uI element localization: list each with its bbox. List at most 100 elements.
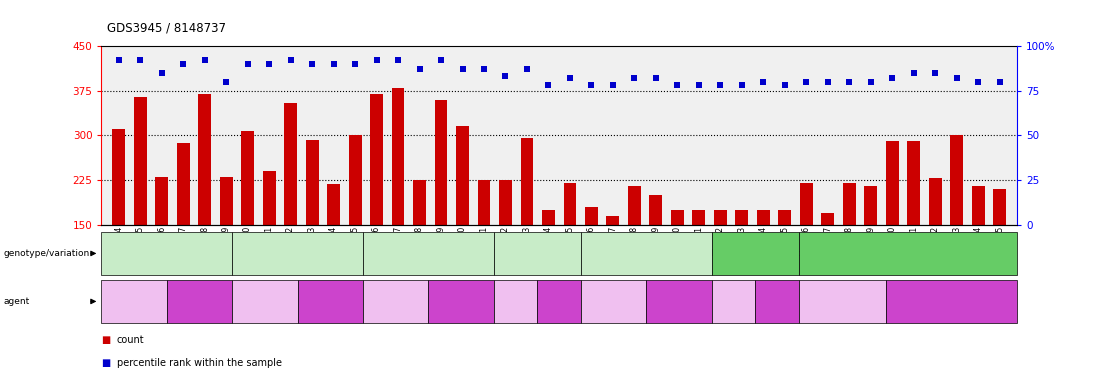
Bar [176,142,190,225]
Point [947,75,965,81]
Bar [435,99,448,225]
Text: control: control [381,297,410,306]
Text: THRB-RCCC mutant 15b: THRB-RCCC mutant 15b [709,249,801,258]
Point [217,79,235,85]
Bar [714,210,727,225]
Text: control: control [119,297,149,306]
Text: genotype/variation: genotype/variation [3,249,89,258]
Text: ■: ■ [101,358,110,368]
Bar [499,180,512,225]
Point [733,82,751,88]
Bar [951,136,963,225]
Bar [800,183,813,225]
Bar [478,180,491,225]
Bar [133,97,147,225]
Point [668,82,686,88]
Point [346,61,364,67]
Point [475,66,493,72]
Bar [414,180,426,225]
Text: T3 thyronine: T3 thyronine [652,297,707,306]
Bar [650,195,663,225]
Bar [306,139,319,225]
Bar [371,94,383,225]
Text: control: control [250,297,280,306]
Point [110,57,128,63]
Point [367,57,385,63]
Bar [242,131,254,225]
Point [604,82,622,88]
Point [518,66,536,72]
Bar [328,184,340,225]
Point [238,61,256,67]
Bar [908,141,920,225]
Point [863,79,880,85]
Bar [585,207,598,225]
Point [797,79,815,85]
Text: THRA wild type: THRA wild type [132,249,201,258]
Point [131,57,149,63]
Bar [865,186,877,225]
Text: control: control [719,297,749,306]
Bar [199,94,211,225]
Text: percentile rank within the sample: percentile rank within the sample [117,358,282,368]
Text: THRB wild type: THRB wild type [264,249,332,258]
Point [970,79,987,85]
Point [777,82,794,88]
Bar [456,126,469,225]
Point [754,79,772,85]
Point [389,57,407,63]
Text: count: count [117,335,144,345]
Point [432,57,450,63]
Point [453,66,471,72]
Text: ■: ■ [101,335,110,345]
Bar [843,183,856,225]
Text: control (empty vector): control (empty vector) [865,249,951,258]
Bar [542,210,555,225]
Point [690,82,708,88]
Bar [263,171,276,225]
Point [820,79,837,85]
Point [539,82,557,88]
Text: GDS3945 / 8148737: GDS3945 / 8148737 [107,22,226,35]
Point [582,82,600,88]
Bar [972,186,985,225]
Text: T3
thyronine: T3 thyronine [442,292,480,311]
Text: agent: agent [3,297,30,306]
Point [324,61,342,67]
Bar [757,210,770,225]
Bar [693,210,705,225]
Bar [392,88,405,225]
Bar [628,186,641,225]
Text: control: control [501,297,531,306]
Point [927,70,944,76]
Bar [285,103,297,225]
Bar [113,129,125,225]
Text: THRA-RCCC mutant 6a: THRA-RCCC mutant 6a [494,249,581,258]
Point [561,75,579,81]
Text: T3 thyronine: T3 thyronine [172,297,227,306]
Bar [607,216,620,225]
Text: THRA-HCC mutant al: THRA-HCC mutant al [382,249,475,258]
Bar [219,177,233,225]
Text: control: control [827,297,857,306]
Point [196,57,214,63]
Point [884,75,901,81]
Point [303,61,321,67]
Bar [736,210,748,225]
Bar [994,189,1006,225]
Point [711,82,729,88]
Point [410,66,428,72]
Point [174,61,192,67]
Point [260,61,278,67]
Point [625,75,643,81]
Text: T3 thyronine: T3 thyronine [924,297,979,306]
Bar [671,210,684,225]
Point [904,70,922,76]
Text: T3 thyronine: T3 thyronine [532,297,587,306]
Text: control: control [599,297,629,306]
Point [647,75,665,81]
Text: THRB-HCC mutant bN: THRB-HCC mutant bN [598,249,696,258]
Bar [929,178,942,225]
Bar [564,183,577,225]
Point [153,70,171,76]
